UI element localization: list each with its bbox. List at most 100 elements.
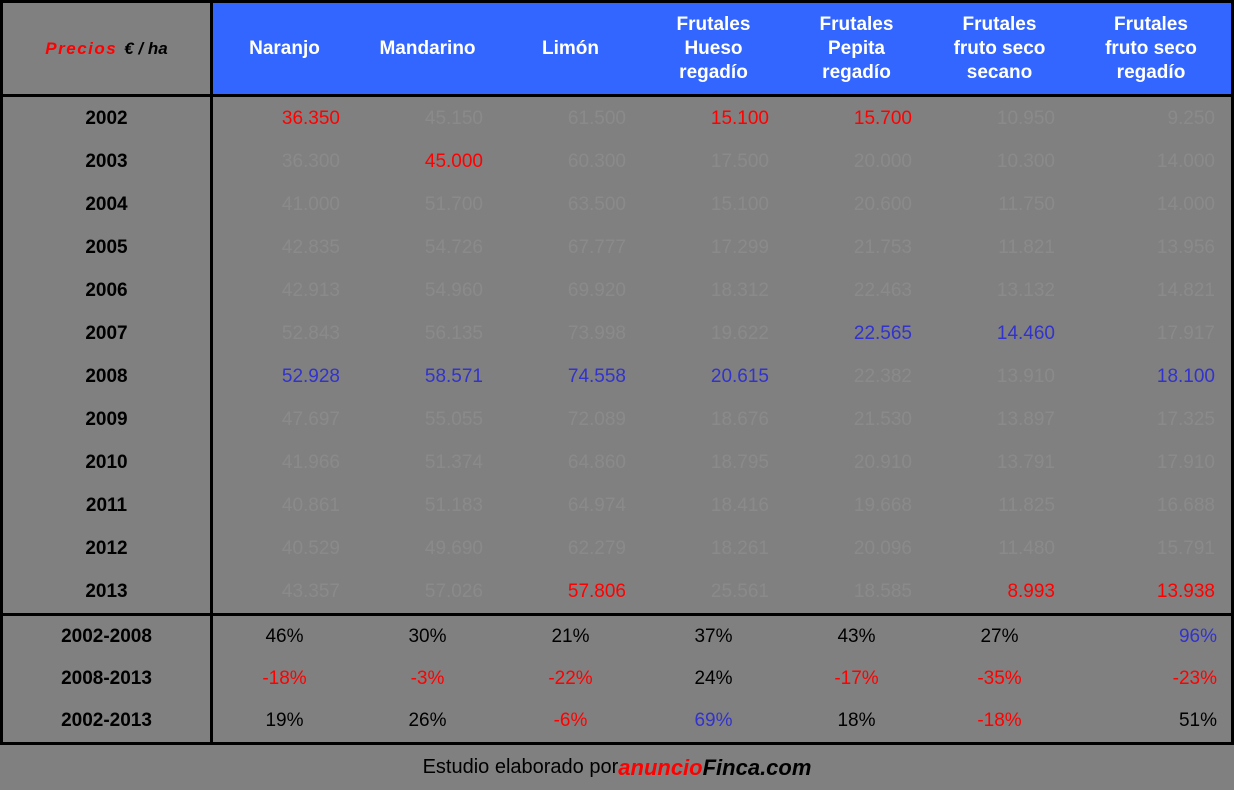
price-cell: 42.835 <box>281 236 340 258</box>
price-cell: 60.300 <box>567 150 626 172</box>
price-cell: 18.795 <box>710 451 769 473</box>
row-year-label: 2010 <box>3 441 213 484</box>
price-cell: 9.250 <box>1167 107 1215 129</box>
price-cell: 22.463 <box>853 279 912 301</box>
price-cell: 62.279 <box>567 537 626 559</box>
price-cell: 52.928 <box>281 365 340 387</box>
percent-cell: 30% <box>408 626 447 647</box>
price-cell: 22.382 <box>853 365 912 387</box>
price-cell: 11.480 <box>998 537 1055 559</box>
table-row: 2007 52.843 56.135 73.998 19.622 22.565 14.460… <box>3 312 1231 355</box>
percent-cell: 21% <box>551 626 590 647</box>
price-cell: 54.726 <box>424 236 483 258</box>
price-cell: 36.300 <box>281 150 340 172</box>
row-cells: 42.835 54.726 67.777 17.299 21.753 11.821 13.9… <box>213 226 1231 269</box>
price-cell: 17.299 <box>710 236 769 258</box>
table-row: 2009 47.697 55.055 72.089 18.676 21.530 13.897… <box>3 398 1231 441</box>
row-cells: 52.928 58.571 74.558 20.615 22.382 13.910 18.1… <box>213 355 1231 398</box>
price-cell: 69.920 <box>567 279 626 301</box>
price-cell: 20.600 <box>853 193 912 215</box>
price-cell: 61.500 <box>567 107 626 129</box>
column-header-naranjo: Naranjo <box>249 37 320 59</box>
percent-cell: -17% <box>834 668 879 689</box>
price-cell: 11.825 <box>998 494 1055 516</box>
row-cells: 41.966 51.374 64.860 18.795 20.910 13.791 17.9… <box>213 441 1231 484</box>
column-header-frutales-hueso-regadio: Frutales Hueso regadío <box>676 13 751 83</box>
row-year-label: 2003 <box>3 140 213 183</box>
percent-cell: 69% <box>694 710 733 731</box>
price-cell: 52.843 <box>281 322 340 344</box>
row-year-label: 2007 <box>3 312 213 355</box>
price-cell: 11.750 <box>998 193 1055 215</box>
price-cell: 19.668 <box>853 494 912 516</box>
price-cell: 14.821 <box>1156 279 1215 301</box>
row-year-label: 2006 <box>3 269 213 312</box>
price-cell: 17.917 <box>1156 322 1215 344</box>
price-cell: 45.150 <box>424 107 483 129</box>
percent-cell: 26% <box>408 710 447 731</box>
price-cell: 13.897 <box>996 408 1055 430</box>
price-cell: 14.000 <box>1156 150 1215 172</box>
price-cell: 14.000 <box>1156 193 1215 215</box>
percent-cell: 46% <box>265 626 304 647</box>
price-cell: 20.615 <box>710 365 769 387</box>
percent-cell: 24% <box>694 668 733 689</box>
table-row: 2011 40.861 51.183 64.974 18.416 19.668 11.825… <box>3 484 1231 527</box>
price-cell: 17.500 <box>710 150 769 172</box>
row-cells: 43.357 57.026 57.806 25.561 18.585 8.993 13.93… <box>213 570 1231 613</box>
price-cell: 18.100 <box>1156 365 1215 387</box>
price-cell: 13.956 <box>1156 236 1215 258</box>
price-cell: 36.350 <box>281 107 340 129</box>
table-row: 2003 36.300 45.000 60.300 17.500 20.000 10.300… <box>3 140 1231 183</box>
price-cell: 13.132 <box>996 279 1055 301</box>
price-cell: 73.998 <box>567 322 626 344</box>
percent-cell: -23% <box>1172 668 1217 689</box>
price-cell: 51.700 <box>424 193 483 215</box>
row-year-label: 2013 <box>3 570 213 613</box>
row-year-label: 2002 <box>3 97 213 140</box>
percent-cell: -18% <box>262 668 307 689</box>
row-year-label: 2009 <box>3 398 213 441</box>
summary-row: 2008-2013 -18% -3% -22% 24% -17% -35% -23% <box>3 658 1231 700</box>
percent-cell: 18% <box>837 710 876 731</box>
summary-cells: 46% 30% 21% 37% 43% 27% 96% <box>213 616 1231 658</box>
price-cell: 13.910 <box>996 365 1055 387</box>
price-cell: 54.960 <box>424 279 483 301</box>
table-body: 2002 36.350 45.150 61.500 15.100 15.700 10.950… <box>3 97 1231 613</box>
price-cell: 11.821 <box>998 236 1055 258</box>
unit-label: € / ha <box>124 38 168 58</box>
price-cell: 41.000 <box>281 193 340 215</box>
column-header-frutales-fruto-seco-regadio: Frutales fruto seco regadío <box>1105 13 1197 83</box>
price-cell: 45.000 <box>424 150 483 172</box>
table-row: 2005 42.835 54.726 67.777 17.299 21.753 11.821… <box>3 226 1231 269</box>
summary-range-label: 2002-2008 <box>3 616 213 658</box>
summary-cells: -18% -3% -22% 24% -17% -35% -23% <box>213 658 1231 700</box>
table-row: 2013 43.357 57.026 57.806 25.561 18.585 8.993 1… <box>3 570 1231 613</box>
price-cell: 8.993 <box>1007 580 1055 602</box>
price-cell: 64.974 <box>567 494 626 516</box>
percent-cell: -6% <box>553 710 588 731</box>
percent-cell: -18% <box>977 710 1022 731</box>
summary-range-label: 2008-2013 <box>3 658 213 700</box>
price-cell: 67.777 <box>567 236 626 258</box>
table-row: 2004 41.000 51.700 63.500 15.100 20.600 11.750… <box>3 183 1231 226</box>
percent-cell: 51% <box>1178 710 1217 731</box>
price-cell: 10.300 <box>996 150 1055 172</box>
price-cell: 16.688 <box>1156 494 1215 516</box>
price-cell: 18.312 <box>710 279 769 301</box>
summary-section: 2002-2008 46% 30% 21% 37% 43% 27% 96% 2008-2013-… <box>3 613 1231 742</box>
row-year-label: 2004 <box>3 183 213 226</box>
column-header-frutales-fruto-seco-secano: Frutales fruto seco secano <box>953 13 1046 83</box>
price-cell: 56.135 <box>424 322 483 344</box>
row-cells: 40.861 51.183 64.974 18.416 19.668 11.825 16.6… <box>213 484 1231 527</box>
table-row: 2006 42.913 54.960 69.920 18.312 22.463 13.132… <box>3 269 1231 312</box>
row-cells: 47.697 55.055 72.089 18.676 21.530 13.897 17.3… <box>213 398 1231 441</box>
price-cell: 57.026 <box>424 580 483 602</box>
price-cell: 25.561 <box>710 580 769 602</box>
price-cell: 58.571 <box>424 365 483 387</box>
price-cell: 14.460 <box>996 322 1055 344</box>
price-cell: 51.374 <box>424 451 483 473</box>
price-cell: 20.000 <box>853 150 912 172</box>
price-cell: 15.700 <box>853 107 912 129</box>
